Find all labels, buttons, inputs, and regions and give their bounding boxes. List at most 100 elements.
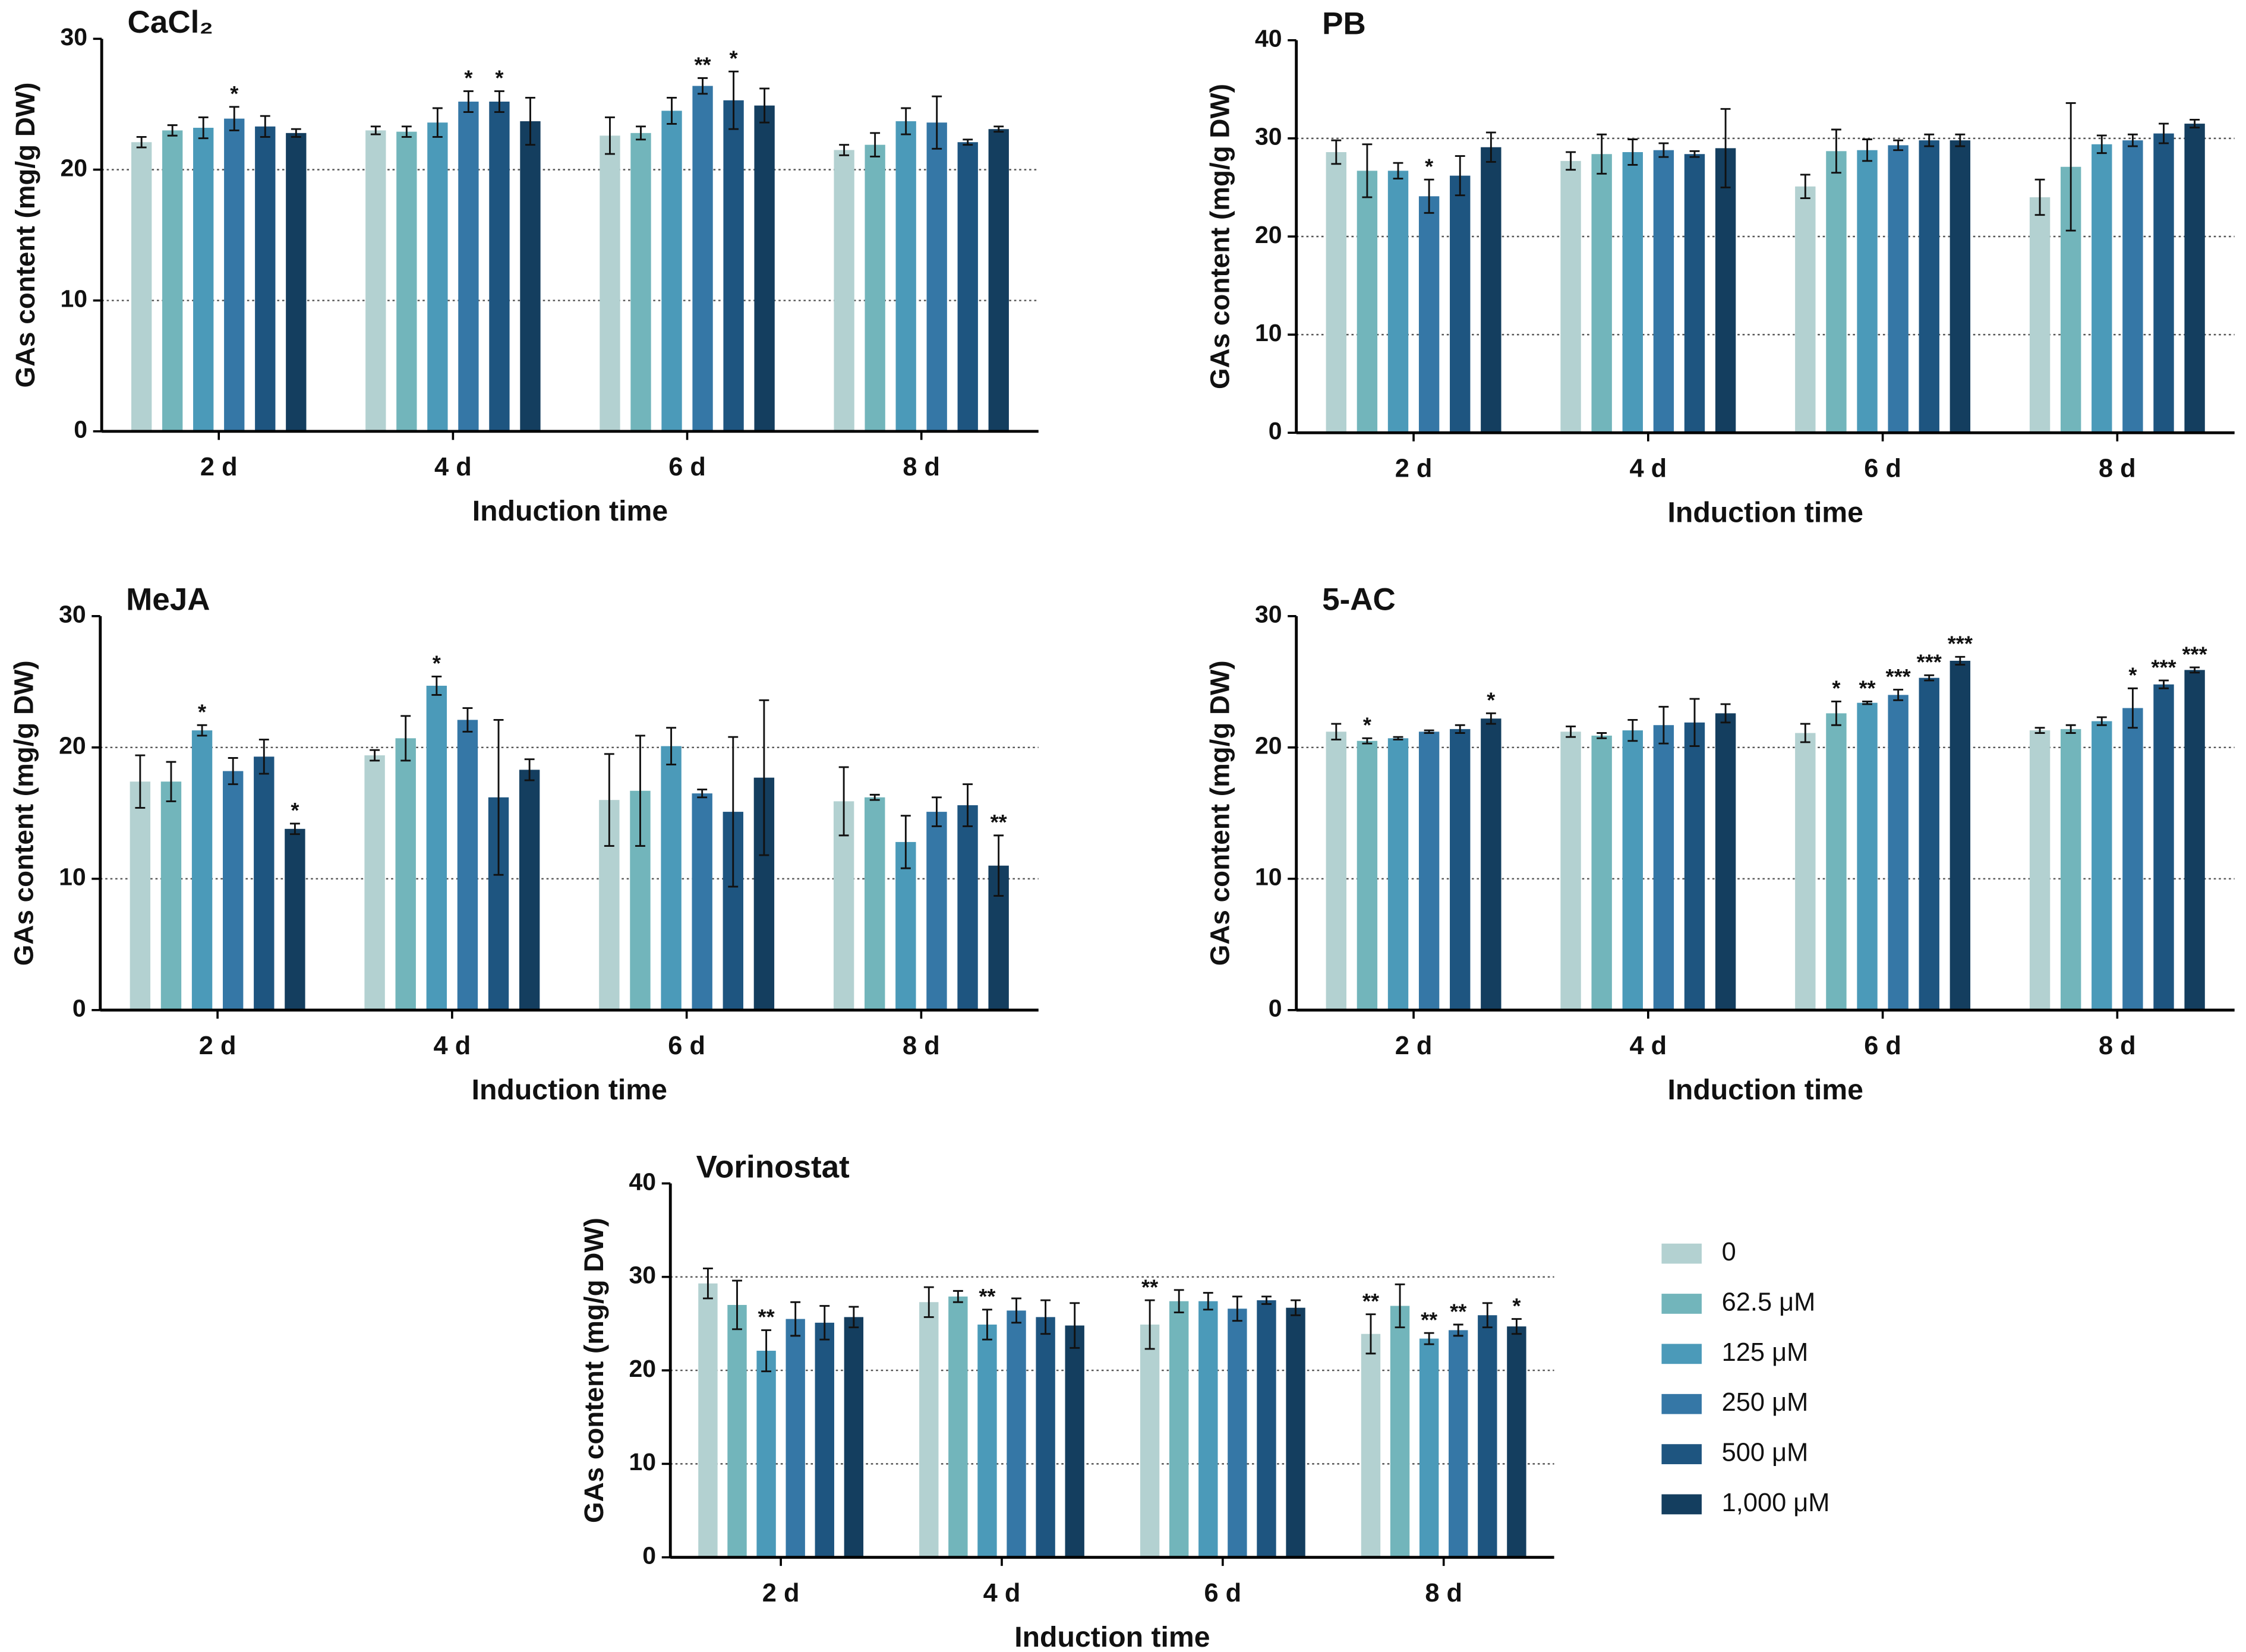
bar	[255, 126, 276, 431]
bar	[692, 86, 713, 431]
bar	[948, 1296, 968, 1558]
x-tick-label: 4 d	[1629, 1032, 1667, 1060]
bar	[191, 730, 213, 1010]
bar	[457, 720, 478, 1010]
error-bar	[790, 1301, 801, 1337]
error-bar	[1331, 723, 1342, 741]
error-bar	[732, 1279, 742, 1331]
bar	[727, 1304, 747, 1558]
significance-label: **	[1141, 1275, 1159, 1299]
significance-label: ***	[1886, 664, 1911, 689]
bar	[2092, 144, 2112, 433]
panel: 0 10 20 30 40 * 2 d 4 d 6 d 8 d PB Induction time GA…	[1204, 7, 2235, 528]
error-bar	[1511, 1318, 1522, 1335]
error-bar	[900, 815, 911, 869]
error-bar	[1597, 732, 1607, 739]
error-bar	[952, 1290, 963, 1303]
error-bar	[2065, 724, 2076, 734]
bar	[1449, 1330, 1468, 1558]
error-bar	[1482, 1302, 1493, 1329]
error-bar	[1862, 138, 1872, 162]
bar	[2060, 729, 2081, 1010]
significance-label: **	[694, 53, 711, 77]
y-axis-title: GAs content (mg/g DW)	[1204, 660, 1235, 966]
significance-label: ***	[2151, 655, 2176, 679]
error-bar	[848, 1306, 859, 1329]
bar	[1888, 695, 1909, 1010]
error-bar	[1485, 712, 1496, 725]
error-bar	[1800, 174, 1810, 200]
error-bar	[759, 699, 769, 856]
significance-label: *	[464, 66, 473, 90]
error-bar	[1800, 723, 1810, 743]
bar	[1036, 1317, 1055, 1558]
bar	[1326, 732, 1347, 1010]
bar	[1950, 660, 1971, 1010]
error-bar	[728, 736, 739, 888]
error-bar	[167, 124, 178, 137]
bar	[1560, 732, 1581, 1010]
error-bar	[1393, 736, 1403, 741]
legend-swatch	[1661, 1394, 1702, 1414]
error-bar	[702, 1268, 713, 1300]
error-bar	[838, 766, 849, 837]
error-bar	[1720, 703, 1731, 724]
error-bar	[1689, 150, 1700, 158]
error-bar	[605, 116, 615, 155]
y-tick-label: 10	[59, 863, 86, 891]
x-axis-title: Induction time	[1668, 496, 1863, 528]
bar	[957, 142, 978, 431]
bar	[1481, 147, 1501, 433]
bar	[519, 770, 540, 1010]
legend-label: 1,000 μM	[1722, 1489, 1830, 1517]
bar	[756, 1351, 776, 1558]
bar	[1919, 677, 1939, 1010]
x-tick-label: 4 d	[1629, 454, 1667, 483]
error-bar	[1144, 1299, 1155, 1350]
x-tick-label: 8 d	[2099, 1032, 2136, 1060]
error-bar	[198, 116, 209, 140]
error-bar	[2190, 119, 2200, 129]
error-bar	[2096, 716, 2107, 726]
x-tick-label: 2 d	[762, 1579, 800, 1607]
bar	[977, 1324, 997, 1558]
error-bar	[1362, 737, 1373, 745]
error-bar	[401, 125, 412, 138]
significance-label: **	[990, 810, 1008, 834]
bar	[1622, 152, 1643, 433]
error-bar	[1831, 701, 1841, 726]
legend-label: 250 μM	[1722, 1388, 1809, 1417]
error-bar	[1658, 705, 1669, 745]
bar	[1795, 733, 1816, 1010]
y-tick-label: 0	[72, 995, 86, 1022]
error-bar	[370, 125, 381, 135]
significance-label: ***	[2182, 642, 2207, 666]
bar	[1419, 1338, 1439, 1558]
error-bar	[870, 132, 881, 157]
bar	[1357, 740, 1378, 1010]
bar	[1653, 725, 1674, 1010]
error-bar	[635, 734, 645, 847]
bar	[661, 746, 682, 1010]
error-bar	[258, 739, 269, 775]
significance-label: *	[433, 651, 441, 676]
error-bar	[1455, 155, 1465, 197]
bar	[1560, 160, 1581, 433]
error-bar	[493, 718, 504, 876]
bar	[489, 101, 510, 431]
legend-swatch	[1661, 1294, 1702, 1314]
error-bar	[697, 789, 708, 799]
bar	[1326, 152, 1347, 433]
error-bar	[982, 1309, 992, 1341]
error-bar	[2096, 134, 2107, 155]
y-axis-title: GAs content (mg/g DW)	[10, 83, 40, 388]
bar	[1857, 702, 1878, 1010]
x-tick-label: 2 d	[200, 453, 238, 481]
y-tick-label: 20	[629, 1355, 657, 1382]
bar	[130, 781, 151, 1010]
chart-title: 5-AC	[1322, 582, 1396, 617]
y-tick-label: 0	[1269, 417, 1282, 444]
